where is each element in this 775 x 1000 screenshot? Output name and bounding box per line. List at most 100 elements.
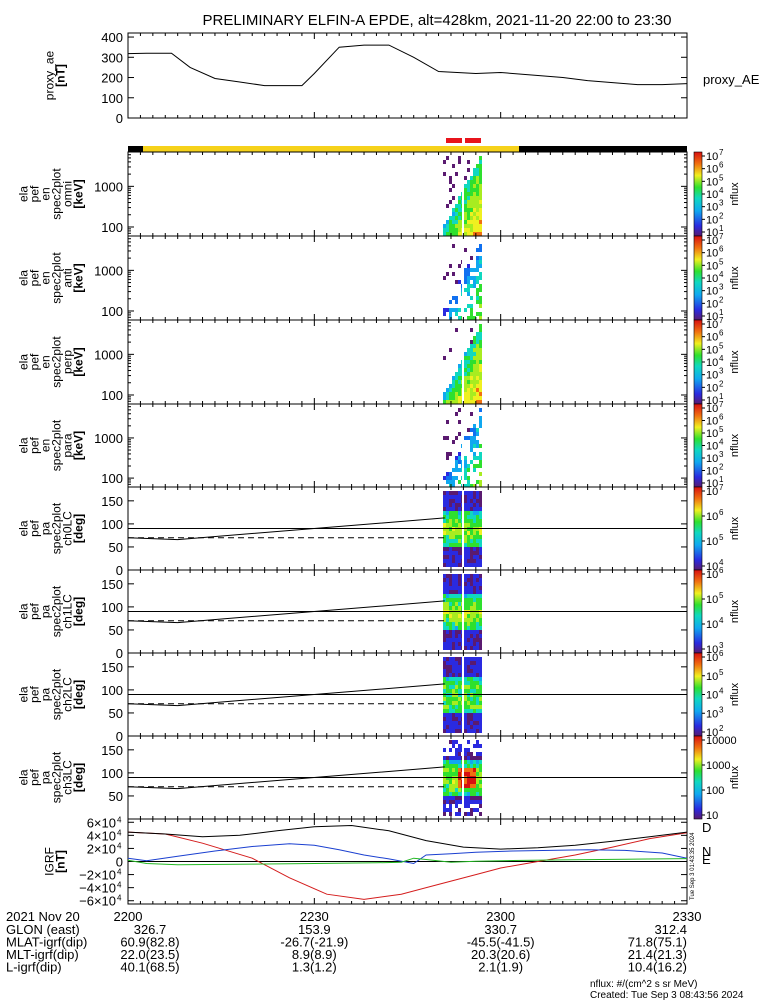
spectrogram-pixel bbox=[449, 559, 452, 563]
spectrogram-pixel bbox=[467, 555, 470, 559]
spectrogram-pixel bbox=[479, 646, 482, 650]
colorbar-tick-exponent: 2 bbox=[719, 379, 724, 388]
plot-frame bbox=[127, 32, 688, 119]
spectrogram-pixel bbox=[455, 721, 458, 725]
spectrogram-pixel bbox=[479, 456, 482, 460]
spectrogram-pixel bbox=[452, 685, 455, 689]
spectrogram-pixel bbox=[479, 472, 482, 476]
spectrogram-pixel bbox=[464, 280, 467, 284]
spectrogram-pixel bbox=[464, 598, 467, 602]
spectrogram-pixel bbox=[479, 156, 482, 160]
ephemeris-row-label: MLT-igrf(dip) bbox=[6, 947, 79, 962]
spectrogram-pixel bbox=[455, 634, 458, 638]
spectrogram-pixel bbox=[458, 657, 461, 661]
spectrogram-pixel bbox=[479, 602, 482, 606]
spectrogram-pixel bbox=[464, 701, 467, 705]
spectrogram-pixel bbox=[464, 192, 467, 196]
spectrogram-pixel bbox=[476, 380, 479, 384]
spectrogram-pixel bbox=[479, 713, 482, 717]
igrf-series-line bbox=[127, 843, 688, 865]
y-axis-label-line: [deg] bbox=[72, 763, 86, 792]
spectrogram-pixel bbox=[467, 180, 470, 184]
spectrogram-pixel bbox=[470, 184, 473, 188]
spectrogram-pixel bbox=[449, 578, 452, 582]
spectrogram-pixel bbox=[446, 224, 449, 228]
spectrogram-pixel bbox=[467, 264, 470, 268]
spectrogram-pixel bbox=[464, 368, 467, 372]
spectrogram-pixel bbox=[464, 646, 467, 650]
spectrogram-pixel bbox=[479, 689, 482, 693]
spectrogram-pixel bbox=[452, 519, 455, 523]
y-tick-label: 400 bbox=[101, 30, 123, 45]
spectrogram-pixel bbox=[446, 308, 449, 312]
nflux-unit-note: nflux: #/(cm^2 s sr MeV) bbox=[590, 979, 698, 990]
spectrogram-pixel bbox=[473, 499, 476, 503]
spectrogram-pixel bbox=[446, 665, 449, 669]
spectrogram-pixel bbox=[452, 196, 455, 200]
loss-cone-line bbox=[127, 683, 445, 707]
spectrogram-pixel bbox=[446, 717, 449, 721]
spectrogram-pixel bbox=[455, 232, 458, 236]
spectrogram-pixel bbox=[476, 224, 479, 228]
spectrogram-pixel bbox=[458, 646, 461, 650]
spectrogram-pixel bbox=[464, 559, 467, 563]
time-tick-label: 2330 bbox=[673, 909, 702, 924]
spectrogram-pixel bbox=[458, 491, 461, 495]
spectrogram-pixel bbox=[476, 657, 479, 661]
spectrogram-pixel bbox=[464, 308, 467, 312]
spectrogram-pixel bbox=[464, 677, 467, 681]
spectrogram-pixel bbox=[455, 713, 458, 717]
spectrogram-pixel bbox=[449, 543, 452, 547]
spectrogram-data bbox=[443, 236, 482, 320]
spectrogram-pixel bbox=[473, 208, 476, 212]
y-axis-label-line: ela bbox=[17, 354, 31, 370]
y-tick-label: 1000 bbox=[94, 431, 123, 446]
y-tick-label: 100 bbox=[101, 683, 123, 698]
spectrogram-pixel bbox=[449, 780, 452, 784]
ephemeris-value: 1.3(1.2) bbox=[292, 960, 337, 975]
spectrogram-pixel bbox=[455, 768, 458, 772]
spectrogram-pixel bbox=[467, 531, 470, 535]
spectrogram-pixel bbox=[458, 800, 461, 804]
colorbar-tick-label: 10 bbox=[706, 248, 718, 260]
spectrogram-pixel bbox=[458, 669, 461, 673]
spectrogram-pixel bbox=[470, 535, 473, 539]
spectrogram-pixel bbox=[449, 638, 452, 642]
spectrogram-pixel bbox=[449, 630, 452, 634]
y-tick-exponent: 4 bbox=[117, 841, 122, 850]
spectrogram-pixel bbox=[458, 559, 461, 563]
spectrogram-pixel bbox=[455, 630, 458, 634]
y-tick-label: 2×10 bbox=[87, 841, 116, 856]
spectrogram-pixel bbox=[470, 316, 473, 320]
spectrogram-pixel bbox=[464, 208, 467, 212]
spectrogram-pixel bbox=[458, 713, 461, 717]
colorbar-tick-exponent: 3 bbox=[719, 199, 724, 208]
spectrogram-pixel bbox=[452, 244, 455, 248]
spectrogram-pixel bbox=[443, 760, 446, 764]
spectrogram-pixel bbox=[458, 760, 461, 764]
spectrogram-pixel bbox=[464, 614, 467, 618]
spectrogram-pixel bbox=[455, 642, 458, 646]
spectrogram-pixel bbox=[479, 788, 482, 792]
spectrogram-pixel bbox=[464, 705, 467, 709]
spectrogram-pixel bbox=[476, 669, 479, 673]
spectrogram-pixel bbox=[476, 800, 479, 804]
spectrogram-pixel bbox=[455, 772, 458, 776]
spectrogram-pixel bbox=[473, 535, 476, 539]
spectrogram-pixel bbox=[452, 590, 455, 594]
y-axis-label-line: en bbox=[39, 271, 53, 284]
spectrogram-pixel bbox=[455, 476, 458, 480]
spectrogram-pixel bbox=[479, 539, 482, 543]
spectrogram-pixel bbox=[470, 578, 473, 582]
spectrogram-pixel bbox=[476, 384, 479, 388]
spectrogram-pixel bbox=[446, 721, 449, 725]
spectrogram-pixel bbox=[467, 476, 470, 480]
spectrogram-pixel bbox=[470, 348, 473, 352]
spectrogram-pixel bbox=[467, 661, 470, 665]
spectrogram-pixel bbox=[455, 460, 458, 464]
spectrogram-pixel bbox=[470, 296, 473, 300]
spectrogram-pixel bbox=[479, 164, 482, 168]
spectrogram-pixel bbox=[455, 280, 458, 284]
spectrogram-pixel bbox=[446, 586, 449, 590]
spectrogram-pixel bbox=[458, 606, 461, 610]
